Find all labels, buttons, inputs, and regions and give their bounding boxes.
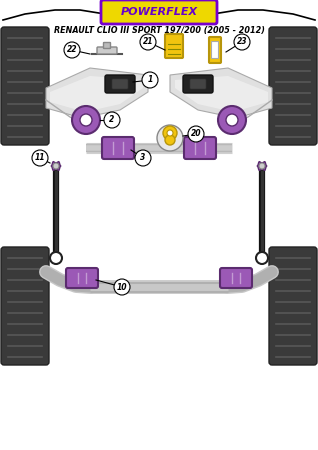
Text: 11: 11 <box>35 153 45 162</box>
Circle shape <box>218 106 246 134</box>
Text: 2: 2 <box>109 116 114 125</box>
Wedge shape <box>258 162 267 171</box>
FancyBboxPatch shape <box>184 137 216 159</box>
Circle shape <box>157 125 183 151</box>
Polygon shape <box>46 68 148 118</box>
Text: 3: 3 <box>140 153 146 162</box>
Text: 10: 10 <box>117 283 127 292</box>
FancyBboxPatch shape <box>112 79 128 89</box>
Circle shape <box>226 114 238 126</box>
Circle shape <box>53 163 59 169</box>
FancyBboxPatch shape <box>103 42 110 49</box>
Circle shape <box>259 163 265 169</box>
FancyBboxPatch shape <box>102 137 134 159</box>
FancyBboxPatch shape <box>101 0 217 24</box>
Circle shape <box>188 126 204 142</box>
Polygon shape <box>175 76 268 112</box>
FancyBboxPatch shape <box>220 268 252 288</box>
Text: 23: 23 <box>237 37 247 46</box>
Polygon shape <box>170 68 272 118</box>
Text: 22: 22 <box>67 45 77 54</box>
FancyBboxPatch shape <box>1 27 49 145</box>
FancyBboxPatch shape <box>97 47 117 54</box>
Text: 21: 21 <box>143 37 153 46</box>
Circle shape <box>80 114 92 126</box>
Text: POWERFLEX: POWERFLEX <box>121 7 197 17</box>
Circle shape <box>167 130 173 136</box>
Polygon shape <box>50 76 143 112</box>
Text: 20: 20 <box>191 130 201 139</box>
Wedge shape <box>51 162 60 171</box>
Circle shape <box>50 252 62 264</box>
FancyBboxPatch shape <box>211 41 218 58</box>
Circle shape <box>32 150 48 166</box>
Circle shape <box>140 34 156 50</box>
Circle shape <box>234 34 250 50</box>
FancyBboxPatch shape <box>66 268 98 288</box>
Circle shape <box>165 135 175 145</box>
Circle shape <box>114 279 130 295</box>
Circle shape <box>72 106 100 134</box>
Circle shape <box>256 252 268 264</box>
Circle shape <box>163 126 177 140</box>
Circle shape <box>142 72 158 88</box>
FancyBboxPatch shape <box>1 247 49 365</box>
Wedge shape <box>257 162 266 171</box>
FancyBboxPatch shape <box>105 75 135 93</box>
FancyBboxPatch shape <box>165 34 183 58</box>
FancyBboxPatch shape <box>269 247 317 365</box>
FancyBboxPatch shape <box>190 79 206 89</box>
Circle shape <box>104 112 120 128</box>
FancyBboxPatch shape <box>269 27 317 145</box>
Text: 1: 1 <box>147 76 153 85</box>
Circle shape <box>64 42 80 58</box>
FancyBboxPatch shape <box>183 75 213 93</box>
Text: RENAULT CLIO III SPORT 197/200 (2005 - 2012): RENAULT CLIO III SPORT 197/200 (2005 - 2… <box>53 26 265 35</box>
Circle shape <box>135 150 151 166</box>
Wedge shape <box>52 162 61 171</box>
FancyBboxPatch shape <box>209 37 221 63</box>
